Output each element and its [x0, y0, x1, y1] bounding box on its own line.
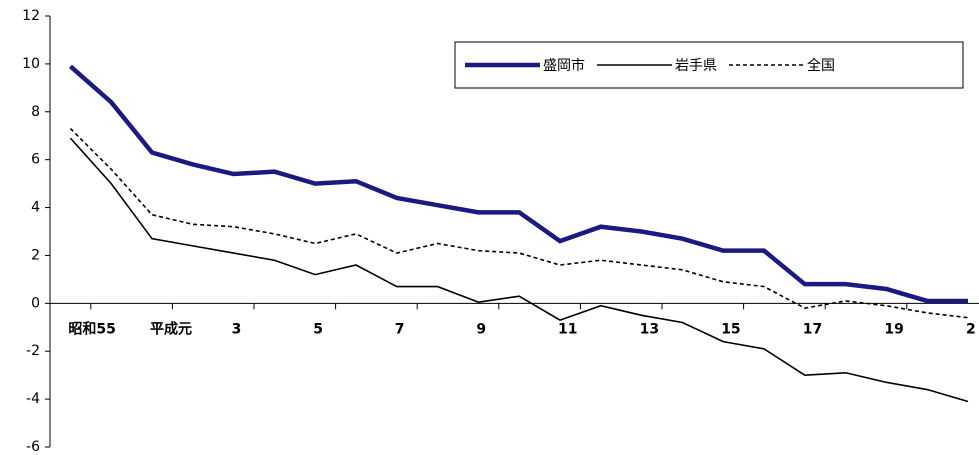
- x-tick-label: 19: [884, 321, 903, 337]
- x-tick-label: 13: [640, 321, 659, 337]
- x-tick-label: 11: [558, 321, 577, 337]
- series-line: [69, 127, 969, 319]
- legend-label: 岩手県: [675, 58, 717, 74]
- x-tick-label: 2: [966, 321, 976, 337]
- x-tick-label: 15: [721, 321, 740, 337]
- x-tick-label: 平成元: [150, 320, 192, 337]
- y-tick-label: 6: [31, 152, 40, 168]
- x-tick-label: 17: [803, 321, 822, 337]
- series-line: [68, 64, 968, 304]
- x-tick-label: 7: [395, 321, 405, 337]
- y-tick-label: 8: [31, 104, 40, 120]
- x-tick-label: 昭和55: [68, 321, 115, 337]
- x-tick-label: 9: [476, 321, 486, 337]
- y-tick-label: -2: [26, 343, 40, 359]
- y-tick-label: -4: [26, 391, 40, 407]
- series-line: [69, 137, 969, 403]
- y-tick-label: -6: [26, 439, 40, 455]
- y-tick-label: 2: [31, 247, 40, 263]
- legend-label: 全国: [807, 57, 835, 74]
- x-tick-label: 3: [232, 321, 242, 337]
- y-tick-label: 4: [31, 200, 40, 216]
- y-tick-label: 0: [31, 295, 40, 311]
- x-tick-label: 5: [313, 321, 323, 337]
- y-tick-label: 10: [22, 56, 40, 72]
- y-tick-label: 12: [22, 8, 40, 24]
- legend-label: 盛岡市: [543, 57, 585, 74]
